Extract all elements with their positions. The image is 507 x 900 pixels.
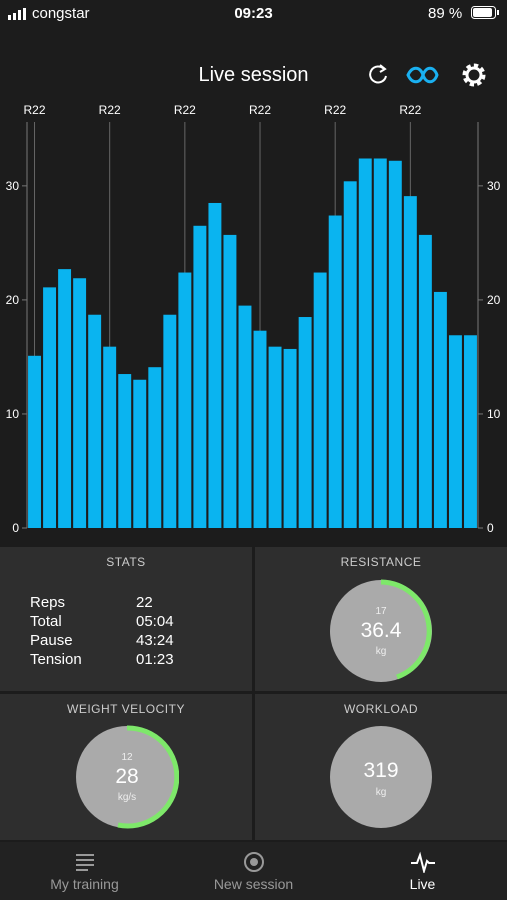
- bar: [328, 215, 342, 528]
- header-icons[interactable]: [366, 62, 490, 90]
- panel-title: WEIGHT VELOCITY: [67, 702, 185, 716]
- y-tick-label: 10: [6, 407, 20, 421]
- bar: [58, 269, 72, 528]
- gauge-small: 17: [375, 606, 387, 617]
- bar: [448, 335, 462, 528]
- bar: [193, 225, 207, 529]
- y-tick-label: 0: [12, 521, 19, 535]
- bar: [73, 278, 87, 528]
- stat-value: 22: [136, 594, 153, 611]
- gauge: 17 36.4 kg: [330, 579, 432, 682]
- bar: [223, 234, 237, 529]
- bar: [28, 355, 41, 528]
- bar: [253, 330, 267, 528]
- tab-icon: [76, 854, 94, 871]
- bar: [418, 234, 432, 529]
- stat-label: Tension: [30, 651, 82, 668]
- stat-value: 43:24: [136, 632, 174, 649]
- header-title: Live session: [198, 64, 309, 86]
- gauge: 12 28 kg/s: [76, 725, 179, 829]
- gauge-value: 36.4: [361, 619, 402, 642]
- tab[interactable]: Live: [409, 876, 436, 892]
- y-tick-label: 30: [6, 179, 20, 193]
- gauge-unit: kg/s: [118, 792, 136, 803]
- bar: [238, 305, 252, 528]
- resistance-panel: RESISTANCE 17 36.4 kg: [255, 547, 507, 691]
- tab-icon: [411, 851, 435, 873]
- carrier: congstar: [32, 5, 90, 22]
- y-tick-label: 30: [487, 179, 501, 193]
- x-tick-label: R22: [249, 103, 271, 117]
- x-tick-label: R22: [174, 103, 196, 117]
- velocity-panel: WEIGHT VELOCITY 12 28 kg/s: [0, 694, 252, 840]
- y-tick-label: 20: [6, 293, 20, 307]
- tab[interactable]: New session: [213, 876, 294, 892]
- tab[interactable]: My training: [50, 876, 119, 892]
- y-tick-label: 0: [487, 521, 494, 535]
- gauge-value: 319: [363, 759, 398, 782]
- bar: [148, 367, 162, 528]
- bar: [103, 346, 117, 528]
- stats-panel: STATS Reps 22 Total 05:04 Pause 43:24 Tension 0…: [0, 547, 252, 691]
- stat-label: Total: [30, 613, 62, 630]
- bar: [358, 158, 372, 528]
- x-tick-label: R22: [24, 103, 46, 117]
- gauge-unit: kg: [376, 646, 387, 657]
- x-tick-label: R22: [399, 103, 421, 117]
- bar: [133, 379, 147, 528]
- panel-title: STATS: [106, 555, 146, 569]
- bar: [118, 374, 132, 528]
- gauge-unit: kg: [376, 787, 387, 798]
- y-tick-label: 20: [487, 293, 501, 307]
- bar: [433, 291, 447, 528]
- panel-title: RESISTANCE: [340, 555, 422, 569]
- signal-icon: [8, 8, 26, 20]
- tab-icon: [244, 852, 264, 872]
- y-tick-label: 10: [487, 407, 501, 421]
- x-tick-label: R22: [324, 103, 346, 117]
- bar: [373, 158, 387, 528]
- bar: [283, 348, 297, 528]
- tab-bar: My training New session Live: [0, 842, 507, 900]
- workload-panel: WORKLOAD 319 kg: [255, 694, 507, 840]
- battery-icon: [471, 6, 499, 19]
- bar: [43, 287, 57, 528]
- bar: [313, 272, 327, 528]
- stat-value: 01:23: [136, 651, 174, 668]
- bar: [88, 314, 102, 528]
- bar: [298, 317, 312, 528]
- bar: [208, 202, 222, 528]
- bar: [403, 196, 417, 528]
- bar: [464, 335, 477, 528]
- gauge-small: 12: [121, 752, 133, 763]
- bar: [388, 160, 402, 529]
- battery-level: 89 %: [428, 5, 463, 22]
- gauge: 319 kg: [330, 726, 432, 828]
- panel-title: WORKLOAD: [343, 702, 418, 716]
- bar: [163, 314, 177, 528]
- stat-label: Pause: [30, 632, 73, 649]
- gauge-value: 28: [115, 765, 138, 788]
- bar: [343, 181, 357, 528]
- stat-label: Reps: [30, 594, 66, 611]
- stat-value: 05:04: [136, 613, 174, 630]
- clock: 09:23: [234, 5, 273, 22]
- bar: [178, 272, 192, 528]
- x-tick-label: R22: [99, 103, 121, 117]
- bar: [268, 346, 282, 528]
- chart: 0 0 10 10 20 20 30 30 R22 R22 R22 R22 R22 R22: [6, 103, 501, 535]
